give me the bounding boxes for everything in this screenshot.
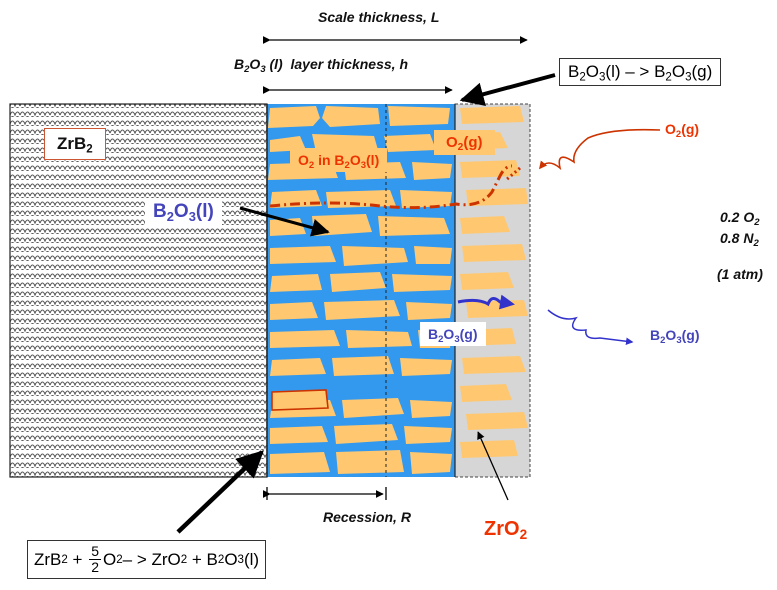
o2-gas-box-label: O2(g) — [434, 130, 495, 155]
o2-diffusion-path — [269, 164, 513, 210]
vaporization-reaction-box: B2O3(l) – > B2O3(g) — [559, 58, 722, 86]
layer-thickness-label: B2O3 (l) layer thickness, h — [234, 56, 408, 75]
atmosphere-o2: 0.2 O2 — [720, 209, 760, 228]
zro2-grains — [268, 106, 528, 474]
b2o3-gas-outer-label: B2O3(g) — [650, 327, 700, 346]
b2o3-gas-box-label: B2O3(g) — [420, 322, 486, 346]
b2o3-vapor-path — [457, 294, 515, 310]
fraction-denominator: 2 — [91, 559, 99, 575]
recession-label: Recession, R — [323, 509, 411, 525]
vaporization-pointer-arrow — [459, 73, 556, 106]
interface-pointer-arrow — [176, 450, 264, 534]
zrb2-substrate — [9, 103, 268, 478]
recession-bracket — [262, 487, 387, 500]
b2o3-liquid-label: B2O3(l) — [145, 198, 222, 226]
o2-gas-arrow — [538, 128, 661, 171]
o2-gas-outer-label: O2(g) — [665, 121, 700, 140]
b2o3l-pointer-arrow — [239, 206, 330, 237]
zro2-label: ZrO2 — [484, 518, 528, 543]
b2o3-gas-arrow — [547, 309, 634, 345]
o2-entry-dots — [505, 166, 521, 182]
zrb2-label: ZrB2 — [44, 128, 106, 160]
scale-thickness-label: Scale thickness, L — [318, 9, 440, 25]
atmosphere-pressure: (1 atm) — [717, 266, 763, 282]
atmosphere-n2: 0.8 N2 — [720, 230, 759, 249]
o2-in-b2o3-label: O2 in B2O3(l) — [290, 148, 388, 172]
highlighted-grain — [271, 389, 329, 411]
oxidation-reaction-box: ZrB 2 + 5 2 O 2– > ZrO 2 + B 2 O 3 (l) — [27, 540, 267, 579]
fraction-numerator: 5 — [89, 543, 101, 560]
zro2-pointer-arrow — [477, 431, 509, 501]
